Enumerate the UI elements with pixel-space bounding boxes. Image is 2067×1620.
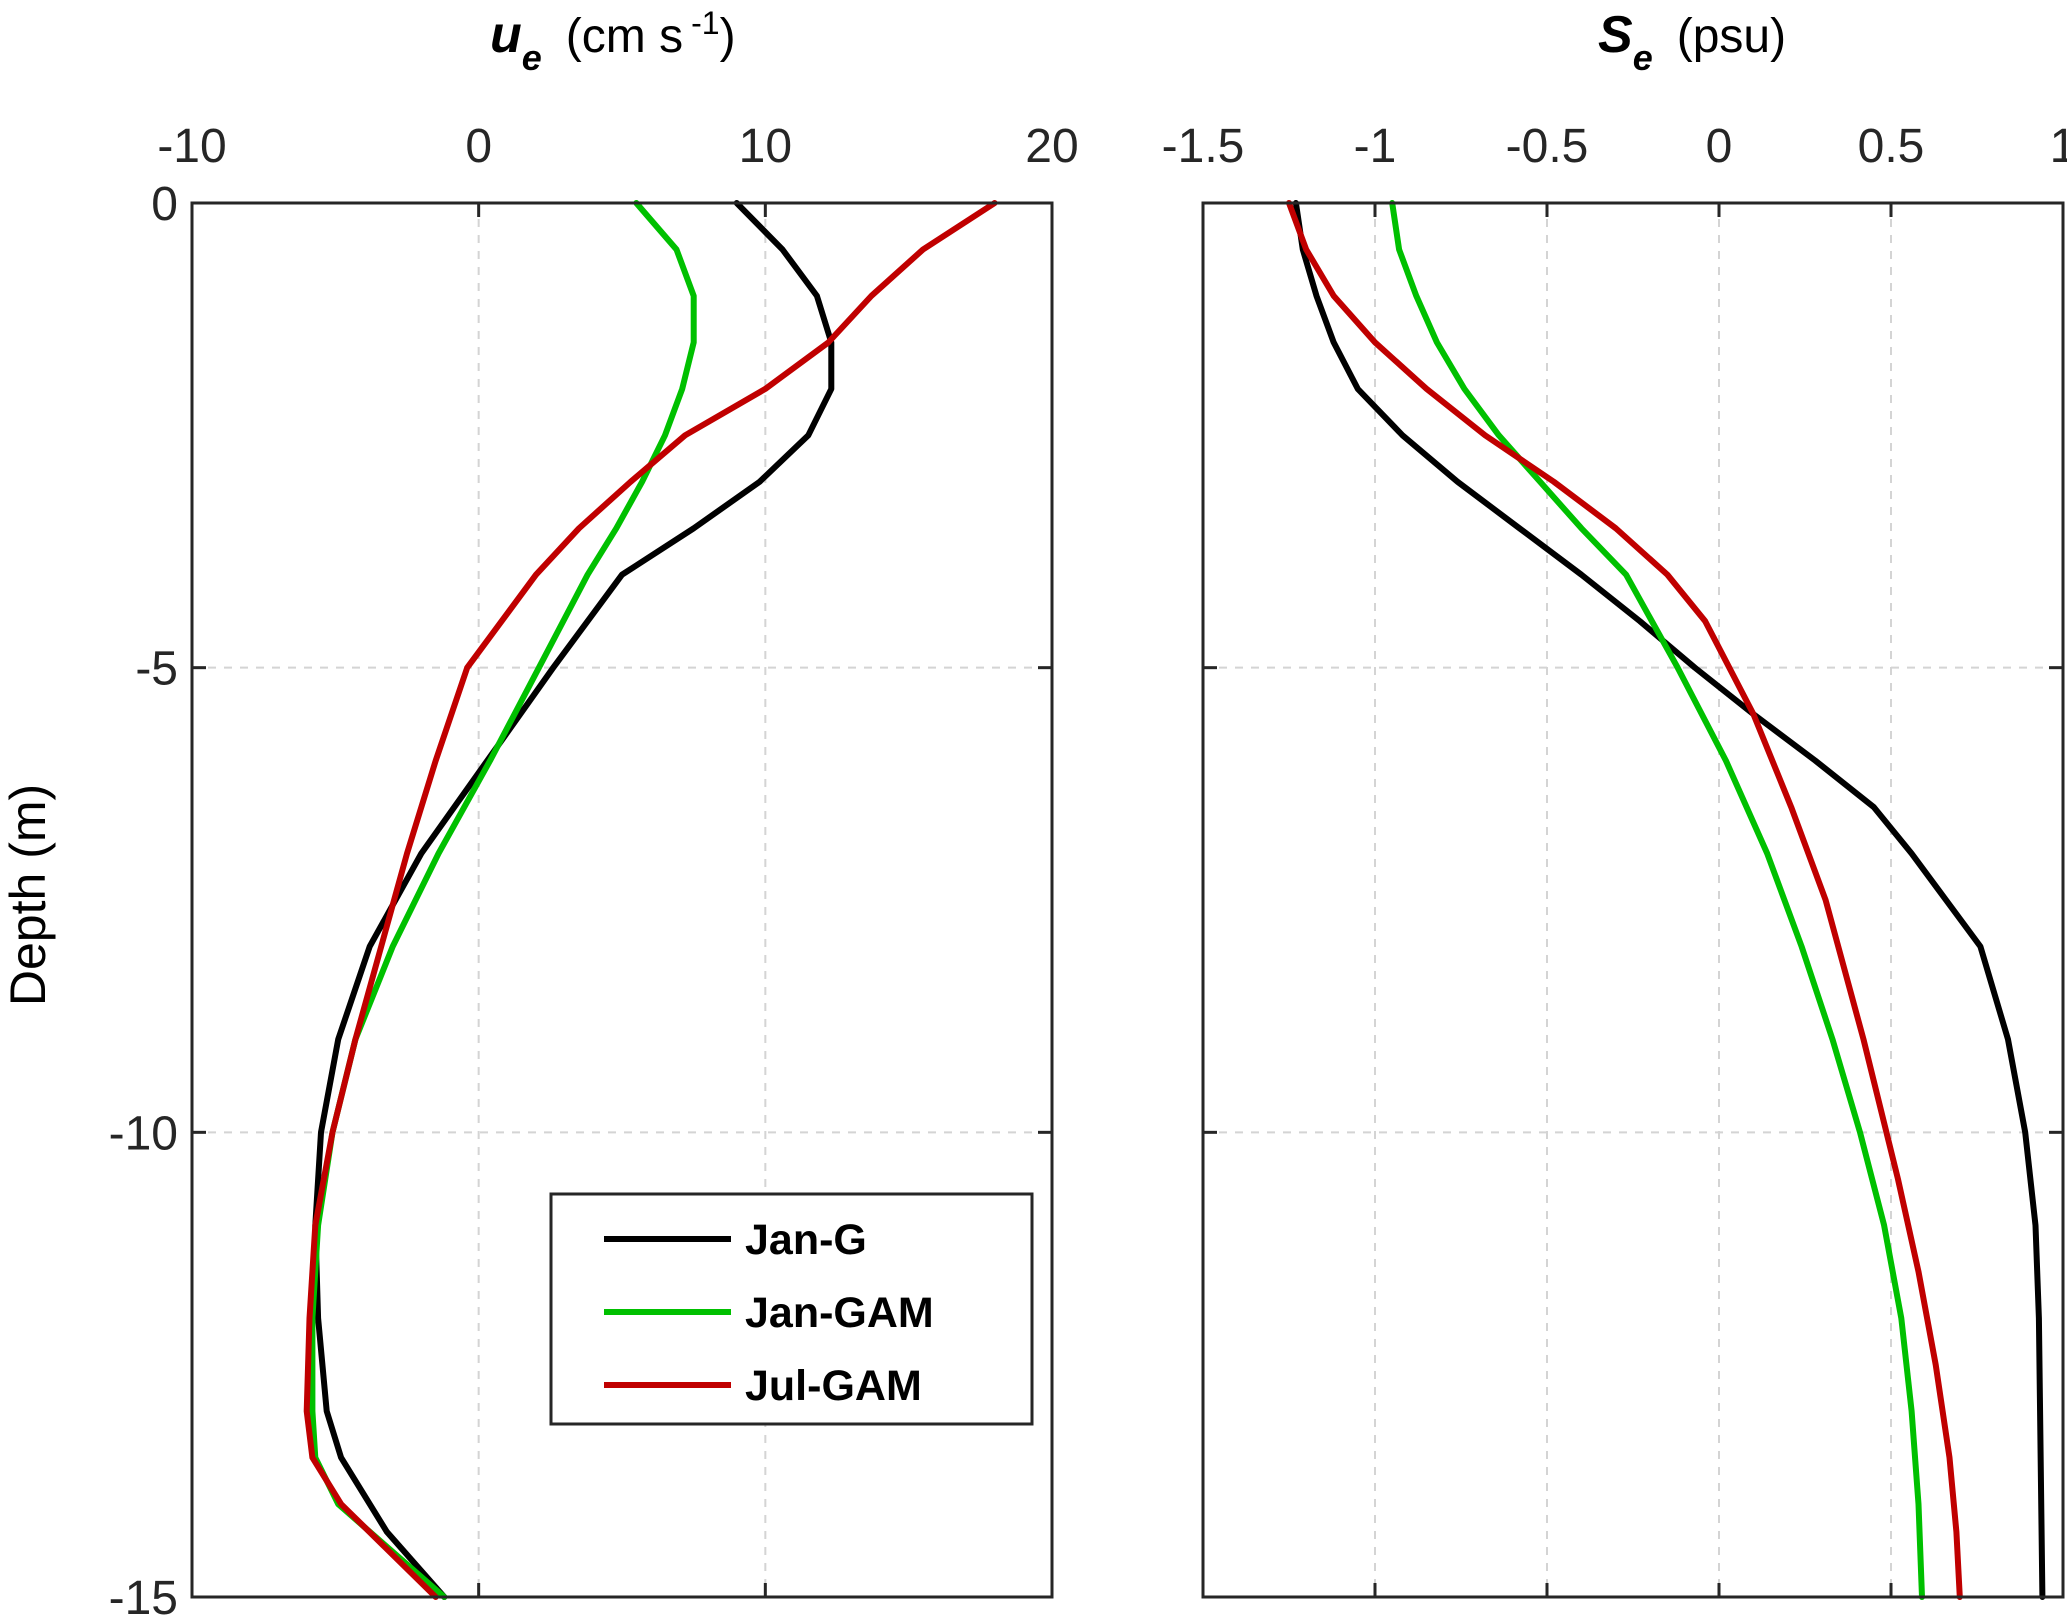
left-title-unit-open: (cm s bbox=[566, 10, 683, 63]
series-line-jan-gam bbox=[309, 200, 697, 1600]
legend-label-jul-gam: Jul-GAM bbox=[745, 1362, 922, 1410]
series-line-jul-gam bbox=[303, 200, 998, 1600]
y-tick-label: -5 bbox=[135, 643, 178, 696]
y-tick-label: 0 bbox=[151, 178, 178, 231]
x-tick-label: 0 bbox=[465, 120, 492, 173]
right-title: Se (psu) bbox=[1598, 6, 1786, 78]
y-tick-label: -10 bbox=[109, 1107, 178, 1160]
left-title-unit-close: ) bbox=[720, 10, 736, 63]
left-panel: -10 0 10 200-5-10-15 bbox=[109, 120, 1079, 1620]
series-line-jan-g bbox=[1292, 200, 2046, 1600]
x-tick-label: -1 bbox=[1354, 120, 1397, 173]
x-tick-label: 0.5 bbox=[1858, 120, 1925, 173]
legend-label-jan-g: Jan-G bbox=[745, 1216, 867, 1264]
right-title-sub: e bbox=[1633, 37, 1653, 78]
x-tick-label: -1.5 bbox=[1162, 120, 1245, 173]
x-tick-label: -10 bbox=[157, 120, 226, 173]
left-title-unit-sup: -1 bbox=[691, 5, 719, 41]
right-title-var: S bbox=[1598, 6, 1633, 64]
right-panel: -1.5 -1 -0.5 0 0.5 1 bbox=[1162, 120, 2067, 1600]
series-line-jan-gam bbox=[1389, 200, 1925, 1600]
left-title-sub: e bbox=[522, 37, 542, 78]
x-tick-label: 10 bbox=[739, 120, 792, 173]
series-line-jul-gam bbox=[1286, 200, 1963, 1600]
y-tick-label: -15 bbox=[109, 1572, 178, 1620]
x-tick-label: 1 bbox=[2050, 120, 2067, 173]
axes-frame bbox=[1201, 201, 2065, 1599]
x-tick-label: -0.5 bbox=[1506, 120, 1589, 173]
y-axis-label: Depth (m) bbox=[0, 784, 56, 1006]
legend-label-jan-gam: Jan-GAM bbox=[745, 1289, 934, 1337]
x-tick-label: 0 bbox=[1706, 120, 1733, 173]
legend: Jan-G Jan-GAM Jul-GAM bbox=[549, 1192, 1034, 1426]
left-title: ue (cm s -1) bbox=[490, 5, 736, 78]
right-title-unit: (psu) bbox=[1677, 10, 1786, 63]
axes-frame bbox=[190, 201, 1054, 1599]
left-title-var: u bbox=[490, 6, 522, 64]
x-tick-label: 20 bbox=[1025, 120, 1078, 173]
